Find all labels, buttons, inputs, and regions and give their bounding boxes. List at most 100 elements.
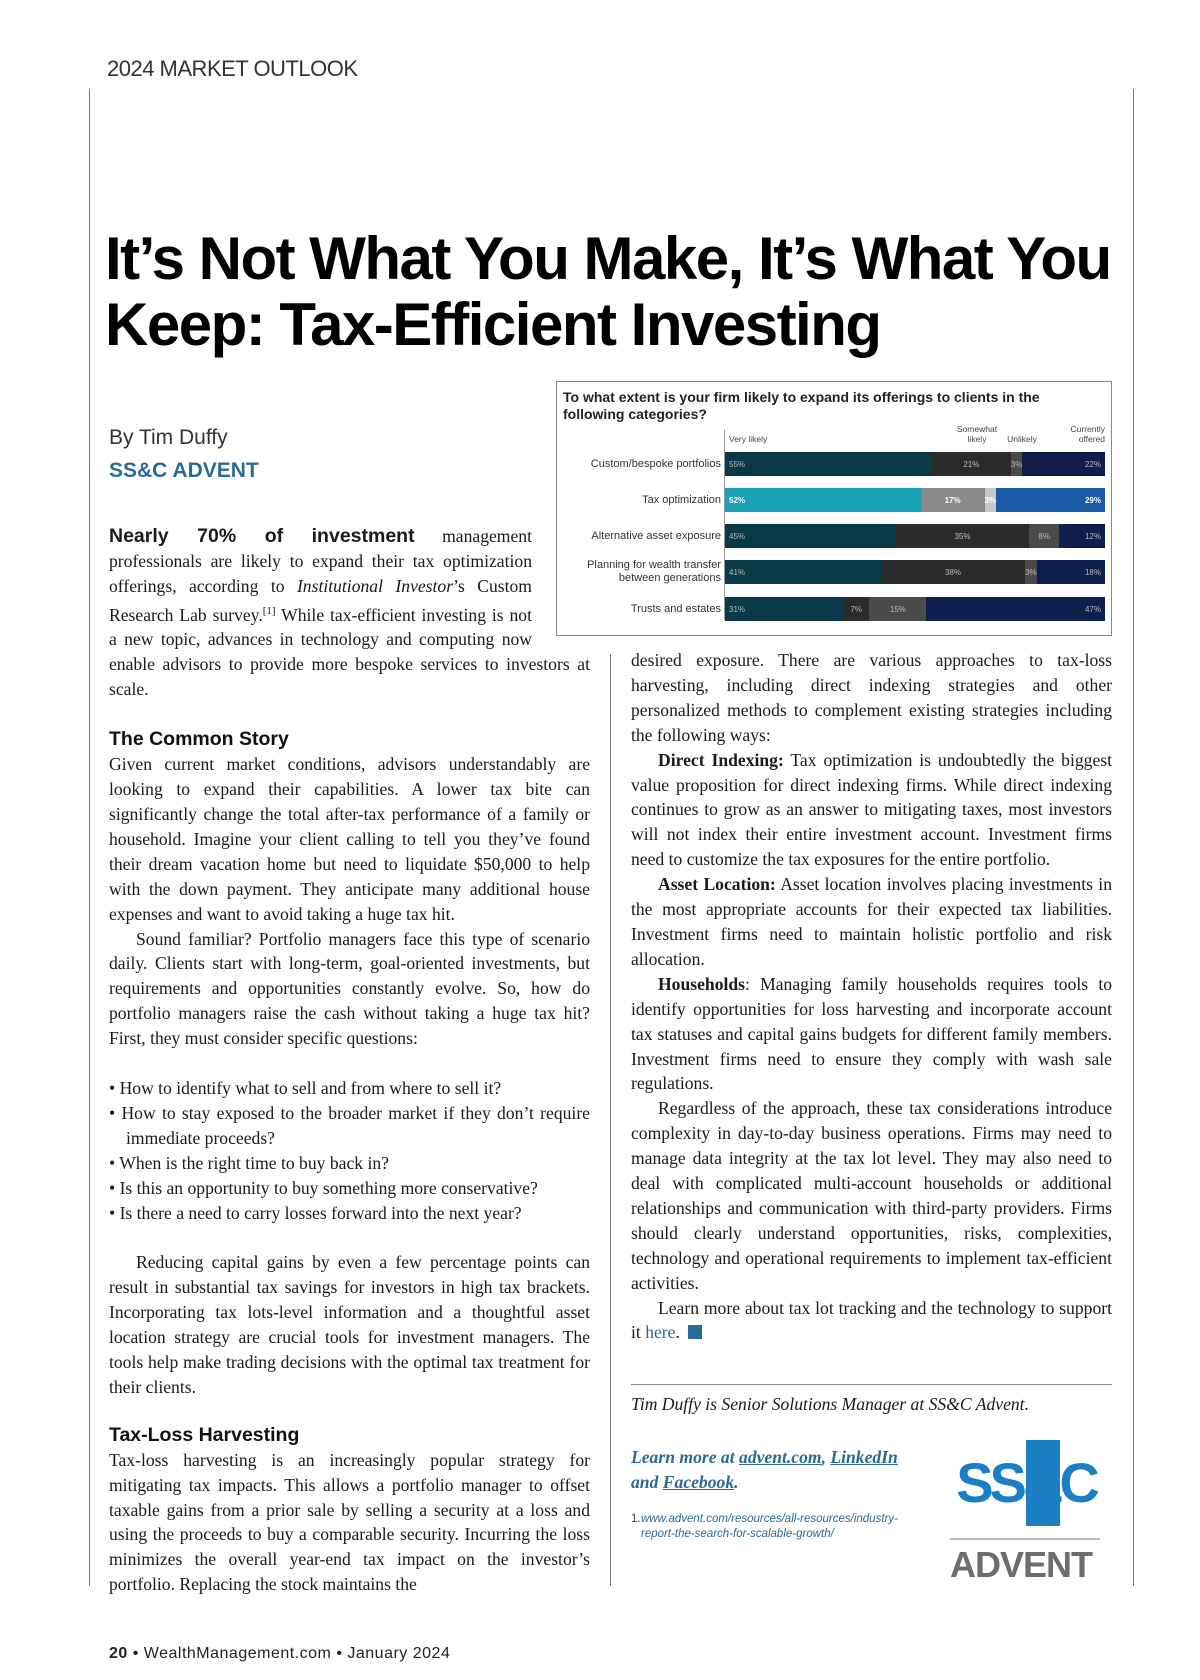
column-divider (610, 654, 611, 1586)
paragraph: Learn more about tax lot tracking and th… (631, 1296, 1112, 1346)
label: Asset Location: (658, 874, 776, 895)
footnote-ref[interactable]: [1] (262, 604, 276, 617)
bar-segment-somewhat-likely: 7% (842, 597, 870, 621)
list-item: Is this an opportunity to buy something … (109, 1176, 590, 1201)
data-label: 3% (1025, 567, 1037, 577)
data-label: 35% (954, 531, 971, 541)
here-link[interactable]: here (645, 1322, 676, 1343)
footnote-url[interactable]: www.advent.com/resources/all-resources/i… (641, 1513, 898, 1540)
intro-text: While tax-efficient investing is not a n… (109, 604, 590, 700)
stacked-bar: 52% 17% 3% 29% (725, 488, 1105, 512)
category-label: Tax optimization (642, 493, 721, 506)
households-paragraph: Households: Managing family households r… (631, 972, 1112, 1097)
learn-more: Learn more at advent.com, LinkedIn and Fa… (631, 1445, 931, 1495)
section-label: 2024 MARKET OUTLOOK (107, 56, 358, 81)
left-column: Nearly 70% of investment management prof… (109, 524, 590, 1597)
site-name: WealthManagement.com (143, 1645, 332, 1662)
paragraph: Regardless of the approach, these tax co… (631, 1098, 1112, 1293)
bar-segment-unlikely: 3% (1011, 452, 1022, 476)
category-label: Trusts and estates (630, 602, 721, 615)
issue-date: January 2024 (347, 1645, 451, 1662)
data-label: 52% (729, 495, 746, 505)
intro-paragraph: Nearly 70% of investment management prof… (109, 524, 590, 702)
data-label: 3% (1010, 459, 1023, 469)
text: Learn more about tax lot tracking and th… (631, 1297, 1112, 1343)
list-item: How to identify what to sell and from wh… (109, 1076, 590, 1101)
category-label: Custom/bespoke portfolios (590, 457, 721, 470)
survey-chart: To what extent is your firm likely to ex… (556, 381, 1112, 636)
data-label: 17% (944, 495, 961, 505)
ssc-advent-logo: SS&C ADVENT (946, 1440, 1112, 1590)
bar-segment-somewhat-likely: 38% (880, 560, 1026, 584)
bar-segment-unlikely: 3% (984, 488, 997, 512)
intro-lead: Nearly 70% of investment (109, 525, 415, 547)
asset-location-paragraph: Asset Location: Asset location involves … (631, 872, 1112, 972)
advent-link[interactable]: advent.com (739, 1447, 822, 1467)
intro-text: ’s Custom Research Lab survey. (109, 575, 532, 625)
bar-segment-very-likely: 55% (725, 452, 932, 476)
bar-segment-currently-offered: 47% (926, 597, 1105, 621)
data-label: 38% (944, 567, 961, 577)
bar-segment-currently-offered: 29% (995, 488, 1105, 512)
heading-tax-loss-harvesting: Tax-Loss Harvesting (109, 1423, 300, 1446)
source-name: Institutional Investor (296, 575, 454, 596)
bar-segment-very-likely: 41% (725, 560, 881, 584)
data-label: 8% (1038, 531, 1050, 541)
right-column: desired exposure. There are various appr… (631, 648, 1112, 1345)
bar-segment-somewhat-likely: 21% (931, 452, 1011, 476)
facebook-link[interactable]: Facebook (662, 1472, 735, 1492)
paragraph: Tax-loss harvesting is an increasingly p… (109, 1449, 590, 1595)
bar-segment-somewhat-likely: 17% (920, 488, 985, 512)
category-label: Planning for wealth transfer between gen… (587, 559, 721, 584)
text: : Managing family households requires to… (631, 973, 1112, 1094)
data-label: 21% (963, 459, 980, 469)
bar-segment-unlikely: 3% (1025, 560, 1037, 584)
stacked-bar: 31% 7% 15% 47% (725, 597, 1105, 621)
right-rule (1133, 89, 1134, 1586)
data-label: 55% (729, 459, 746, 469)
direct-indexing-paragraph: Direct Indexing: Tax optimization is und… (631, 748, 1112, 873)
heading-common-story: The Common Story (109, 728, 289, 751)
data-label: 12% (1084, 531, 1101, 541)
logo-ssc: SS&C (946, 1440, 1106, 1526)
linkedin-link[interactable]: LinkedIn (830, 1447, 898, 1467)
bar-segment-unlikely: 15% (869, 597, 927, 621)
paragraph: Given current market conditions, advisor… (109, 754, 590, 924)
text: . (675, 1322, 680, 1343)
bar-segment-currently-offered: 18% (1036, 560, 1105, 584)
list-item: Is there a need to carry losses forward … (109, 1201, 590, 1226)
question-list: How to identify what to sell and from wh… (109, 1076, 590, 1225)
bar-segment-currently-offered: 12% (1059, 524, 1105, 548)
data-label: 15% (889, 604, 906, 614)
paragraph: desired exposure. There are various appr… (631, 650, 1112, 745)
data-label: 18% (1084, 567, 1101, 577)
stacked-bar: 45% 35% 8% 12% (725, 524, 1105, 548)
end-mark-icon (688, 1325, 703, 1340)
data-label: 22% (1084, 459, 1101, 469)
logo-text: SS&C (956, 1451, 1100, 1514)
bio-rule (631, 1384, 1112, 1385)
data-label: 31% (729, 604, 746, 614)
data-label: 29% (1084, 495, 1101, 505)
page-footer: 20 • WealthManagement.com • January 2024 (109, 1645, 451, 1662)
data-label: 3% (984, 495, 997, 505)
chart-title: To what extent is your firm likely to ex… (563, 389, 1040, 422)
author-bio: Tim Duffy is Senior Solutions Manager at… (631, 1394, 1029, 1414)
page-number: 20 (109, 1645, 128, 1662)
chart-axis (724, 430, 725, 620)
bar-segment-somewhat-likely: 35% (896, 524, 1029, 548)
label: Households (658, 973, 746, 994)
data-label: 47% (1084, 604, 1101, 614)
logo-divider (950, 1538, 1100, 1540)
stacked-bar: 41% 38% 3% 18% (725, 560, 1105, 584)
text: Learn more at (631, 1447, 740, 1467)
category-label: Alternative asset exposure (591, 529, 721, 542)
author-organization: SS&C ADVENT (109, 459, 259, 482)
bar-segment-very-likely: 45% (725, 524, 896, 548)
data-label: 41% (729, 567, 746, 577)
footnote: 1. www.advent.com/resources/all-resources… (631, 1512, 901, 1542)
byline: By Tim Duffy (109, 426, 228, 449)
data-label: 7% (850, 604, 862, 614)
text: Asset location involves placing investme… (631, 874, 1112, 969)
list-item: How to stay exposed to the broader marke… (109, 1101, 590, 1151)
